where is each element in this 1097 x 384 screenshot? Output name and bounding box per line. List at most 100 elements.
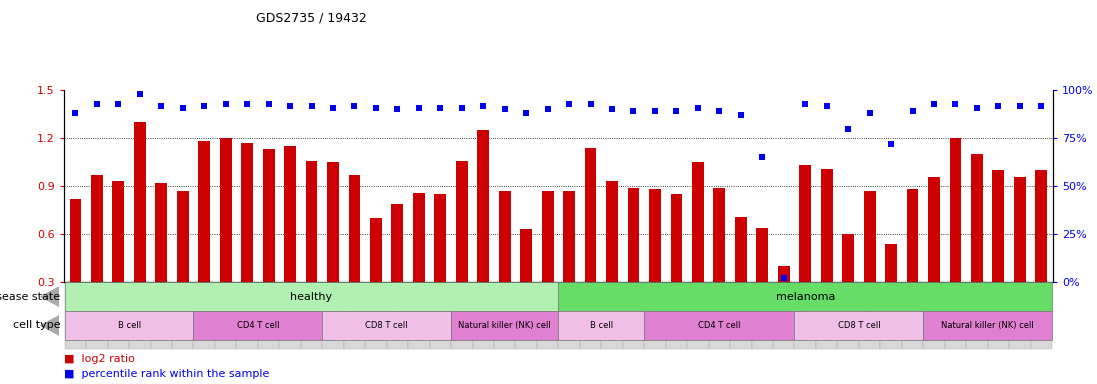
Bar: [280, 282, 301, 349]
Point: [1032, 103, 1050, 109]
Bar: [558, 282, 580, 349]
Bar: [623, 282, 644, 349]
Point: [925, 101, 942, 107]
Text: CD4 T cell: CD4 T cell: [698, 321, 740, 330]
Bar: [950, 138, 961, 330]
Bar: [644, 282, 666, 349]
Bar: [773, 282, 794, 349]
Bar: [365, 282, 386, 349]
Bar: [800, 166, 811, 330]
Bar: [607, 182, 618, 330]
Bar: [156, 183, 167, 330]
Point: [238, 101, 256, 107]
Bar: [477, 130, 489, 330]
Bar: [821, 169, 833, 330]
Bar: [563, 191, 575, 330]
Bar: [113, 182, 124, 330]
Point: [689, 104, 706, 111]
Bar: [91, 175, 103, 330]
Point: [388, 106, 406, 113]
Bar: [885, 244, 897, 330]
Point: [110, 101, 127, 107]
Text: CD8 T cell: CD8 T cell: [365, 321, 408, 330]
Bar: [751, 282, 773, 349]
Point: [754, 154, 771, 161]
Bar: [924, 282, 945, 349]
Bar: [327, 162, 339, 330]
Bar: [1009, 282, 1030, 349]
Bar: [692, 162, 704, 330]
Point: [174, 104, 192, 111]
Bar: [859, 282, 880, 349]
Point: [989, 103, 1007, 109]
Polygon shape: [39, 315, 59, 336]
Polygon shape: [39, 286, 59, 307]
Bar: [108, 282, 129, 349]
Point: [818, 103, 836, 109]
Bar: [902, 282, 924, 349]
Bar: [993, 170, 1004, 330]
Bar: [709, 282, 731, 349]
Bar: [349, 175, 361, 330]
Bar: [301, 282, 323, 349]
Text: melanoma: melanoma: [776, 291, 835, 302]
Bar: [306, 161, 317, 330]
Point: [882, 141, 900, 147]
Text: ■  percentile rank within the sample: ■ percentile rank within the sample: [64, 369, 269, 379]
Bar: [627, 188, 640, 330]
Bar: [687, 282, 709, 349]
Point: [303, 103, 320, 109]
Point: [346, 103, 363, 109]
Bar: [323, 282, 343, 349]
Point: [603, 106, 621, 113]
Bar: [794, 282, 816, 349]
Bar: [408, 282, 430, 349]
Point: [475, 103, 493, 109]
Point: [646, 108, 664, 114]
Text: GDS2735 / 19432: GDS2735 / 19432: [256, 12, 366, 25]
Point: [969, 104, 986, 111]
Point: [453, 104, 471, 111]
Bar: [241, 143, 253, 330]
Bar: [670, 194, 682, 330]
Bar: [65, 282, 87, 349]
Point: [839, 126, 857, 132]
Text: Natural killer (NK) cell: Natural killer (NK) cell: [941, 321, 1034, 330]
Bar: [343, 282, 365, 349]
Point: [539, 106, 556, 113]
Bar: [666, 282, 687, 349]
Point: [711, 108, 728, 114]
Bar: [966, 282, 987, 349]
Text: B cell: B cell: [590, 321, 613, 330]
Bar: [456, 161, 467, 330]
Bar: [473, 282, 494, 349]
Point: [131, 91, 148, 97]
Bar: [906, 189, 918, 330]
Bar: [262, 149, 274, 330]
Text: ■  log2 ratio: ■ log2 ratio: [64, 354, 135, 364]
Point: [152, 103, 170, 109]
Bar: [863, 191, 875, 330]
Point: [732, 112, 749, 118]
Bar: [430, 282, 451, 349]
Point: [431, 104, 449, 111]
Bar: [237, 282, 258, 349]
Point: [325, 104, 342, 111]
Bar: [69, 199, 81, 330]
Bar: [649, 189, 660, 330]
Bar: [219, 138, 231, 330]
Text: Natural killer (NK) cell: Natural killer (NK) cell: [459, 321, 551, 330]
Point: [260, 101, 278, 107]
Bar: [499, 191, 510, 330]
Point: [281, 103, 298, 109]
Bar: [842, 234, 855, 330]
Point: [904, 108, 921, 114]
Point: [67, 110, 84, 116]
Bar: [284, 146, 296, 330]
Bar: [1030, 282, 1052, 349]
Bar: [987, 282, 1009, 349]
Bar: [580, 282, 601, 349]
Bar: [172, 282, 193, 349]
Point: [774, 275, 792, 281]
Point: [410, 104, 428, 111]
